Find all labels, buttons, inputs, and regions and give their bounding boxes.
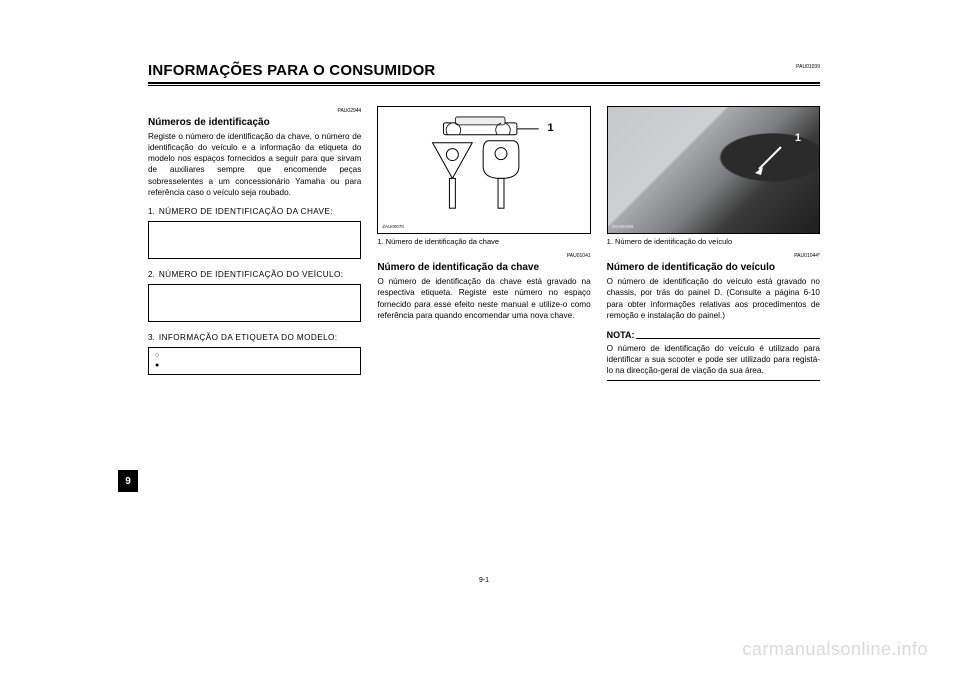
figure-caption: 1. Número de identificação da chave: [377, 237, 590, 247]
figure-caption: 1. Número de identificação do veículo: [607, 237, 820, 247]
header-rule-thick: [148, 82, 820, 84]
note-label: NOTA:: [607, 329, 635, 341]
record-box-vehicle: [148, 284, 361, 322]
figure-keys: 1 ZAU00070: [377, 106, 590, 234]
item-number: 2.: [148, 269, 155, 280]
column-2: 1 ZAU00070 1. Número de identificação da…: [377, 106, 590, 381]
page-title: INFORMAÇÕES PARA O CONSUMIDOR: [148, 62, 820, 79]
item-number: 3.: [148, 332, 155, 343]
note-header: NOTA:: [607, 329, 820, 341]
item-number: 1.: [148, 206, 155, 217]
item-text: INFORMAÇÃO DA ETIQUETA DO MODELO:: [159, 332, 361, 343]
column-1: PAU02944 Números de identificação Regist…: [148, 106, 361, 381]
page-header: INFORMAÇÕES PARA O CONSUMIDOR PAU01039: [148, 62, 820, 96]
record-item-1: 1. NÚMERO DE IDENTIFICAÇÃO DA CHAVE:: [148, 206, 361, 217]
record-box-bullets: ○ ●: [149, 348, 360, 374]
keys-illustration: [378, 107, 589, 234]
note-body: O número de identificação do veículo é u…: [607, 343, 820, 376]
section-heading: Números de identificação: [148, 116, 361, 130]
section-heading: Número de identificação do veículo: [607, 261, 820, 275]
item-text: NÚMERO DE IDENTIFICAÇÃO DA CHAVE:: [159, 206, 361, 217]
figure-code: ZAU00499: [612, 224, 634, 230]
section-body: Registe o número de identificação da cha…: [148, 131, 361, 197]
callout-1: 1: [548, 121, 554, 136]
section-code: PAU01041: [377, 253, 590, 260]
callout-1: 1: [795, 131, 801, 146]
bullet-solid: ●: [155, 361, 354, 371]
callout-arrow-icon: [751, 141, 791, 181]
section-code: PAU02944: [148, 108, 361, 115]
figure-code: ZAU00070: [382, 224, 404, 230]
header-rule-thin: [148, 85, 820, 86]
record-box-model: ○ ●: [148, 347, 361, 375]
bullet-open: ○: [155, 351, 354, 361]
manual-page: INFORMAÇÕES PARA O CONSUMIDOR PAU01039 P…: [148, 62, 820, 590]
page-number: 9-1: [479, 577, 489, 584]
section-code: PAU01044*: [607, 253, 820, 260]
section-body: O número de identificação da chave está …: [377, 276, 590, 320]
record-item-2: 2. NÚMERO DE IDENTIFICAÇÃO DO VEÍCULO:: [148, 269, 361, 280]
note-rule: [636, 338, 820, 339]
item-text: NÚMERO DE IDENTIFICAÇÃO DO VEÍCULO:: [159, 269, 361, 280]
columns: PAU02944 Números de identificação Regist…: [148, 106, 820, 381]
section-body: O número de identificação do veículo est…: [607, 276, 820, 320]
figure-panel: 1 ZAU00499: [607, 106, 820, 234]
chapter-tab: 9: [118, 470, 138, 492]
watermark: carmanualsonline.info: [742, 639, 928, 660]
column-3: 1 ZAU00499 1. Número de identificação do…: [607, 106, 820, 381]
section-heading: Número de identificação da chave: [377, 261, 590, 275]
record-list: 1. NÚMERO DE IDENTIFICAÇÃO DA CHAVE: 2. …: [148, 206, 361, 375]
record-item-3: 3. INFORMAÇÃO DA ETIQUETA DO MODELO:: [148, 332, 361, 343]
header-doc-code: PAU01039: [796, 64, 820, 70]
note-end-rule: [607, 380, 820, 381]
record-box-key: [148, 221, 361, 259]
